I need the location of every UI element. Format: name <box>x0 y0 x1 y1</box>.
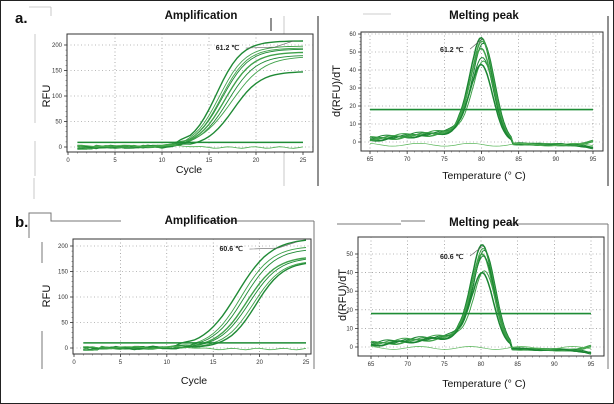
y-tick-label: 50 <box>349 50 356 56</box>
y-tick-label: 100 <box>58 295 69 301</box>
x-axis-label: Temperature (° C) <box>442 170 526 182</box>
y-tick-label: 20 <box>346 308 353 314</box>
x-tick-label: 95 <box>590 157 597 163</box>
x-tick-label: 75 <box>441 362 448 368</box>
x-tick-label: 25 <box>300 158 307 164</box>
y-tick-label: 50 <box>55 120 62 126</box>
chart-title: Amplification <box>165 10 238 22</box>
frame-lines-b <box>28 212 609 369</box>
y-tick-label: 200 <box>58 244 69 250</box>
annotation-label: 61.2 ℃ <box>440 46 464 54</box>
plot-area <box>66 33 314 153</box>
y-axis-label: d(RFU)/dT <box>337 269 349 321</box>
y-tick-label: 150 <box>52 69 63 75</box>
negative-control-curve <box>83 346 307 351</box>
x-tick-label: 80 <box>478 157 485 163</box>
x-tick-label: 85 <box>514 362 521 368</box>
y-tick-label: 0 <box>59 145 63 151</box>
y-tick-label: 50 <box>61 321 68 327</box>
x-tick-label: 95 <box>588 362 595 368</box>
chart-a-amp: Amplification Cycle RFU 0 5 10 15 20 25 0 50 100 150… <box>41 10 314 176</box>
x-tick-label: 10 <box>163 360 170 366</box>
negative-control-curve <box>77 144 304 149</box>
y-tick-label: 0 <box>65 346 69 352</box>
y-tick-label: 60 <box>349 32 356 38</box>
y-tick-label: 20 <box>349 104 356 110</box>
x-tick-label: 15 <box>210 360 217 366</box>
melt-curve <box>369 40 594 147</box>
annotation-leader <box>469 38 483 50</box>
panel-label-b: b. <box>15 214 28 231</box>
y-axis-label: RFU <box>41 285 53 308</box>
chart-b-melt: Melting peak Temperature (° C) d(RFU)/dT 65… <box>337 217 605 390</box>
y-tick-label: 30 <box>346 289 353 295</box>
x-tick-label: 90 <box>551 362 558 368</box>
x-tick-label: 5 <box>113 158 117 164</box>
x-tick-label: 25 <box>303 360 310 366</box>
series-group <box>370 244 592 355</box>
y-tick-label: 0 <box>353 140 357 146</box>
annotation-label: 61.2 ℃ <box>216 44 240 52</box>
x-tick-label: 80 <box>478 362 485 368</box>
x-tick-label: 65 <box>367 157 374 163</box>
x-tick-label: 20 <box>253 158 260 164</box>
divider-lines <box>270 16 609 186</box>
y-tick-label: 40 <box>349 68 356 74</box>
chart-title: Amplification <box>165 215 238 227</box>
y-tick-label: 10 <box>346 326 353 332</box>
negative-control-curve <box>370 346 592 350</box>
y-tick-label: 200 <box>52 43 63 49</box>
y-tick-label: 30 <box>349 86 356 92</box>
plot-area <box>360 31 604 152</box>
y-tick-label: 100 <box>52 94 63 100</box>
melt-curve <box>370 255 592 355</box>
annotation-label: 60.6 ℃ <box>440 253 464 261</box>
annotation-leader <box>245 40 294 49</box>
x-tick-label: 85 <box>515 157 522 163</box>
y-axis-label: d(RFU)/dT <box>331 65 343 117</box>
y-tick-label: 10 <box>349 122 356 128</box>
y-axis-label: RFU <box>41 85 53 108</box>
y-tick-label: 40 <box>346 271 353 277</box>
series-group <box>77 40 304 150</box>
x-tick-label: 10 <box>159 158 166 164</box>
chart-title: Melting peak <box>449 10 519 22</box>
x-tick-label: 0 <box>72 360 76 366</box>
panel-label-a: a. <box>15 10 28 27</box>
y-tick-label: 50 <box>346 252 353 258</box>
annotation-label: 60.6 ℃ <box>220 245 244 253</box>
x-axis-label: Temperature (° C) <box>442 378 526 390</box>
chart-a-melt: Melting peak Temperature (° C) d(RFU)/dT 65… <box>331 10 604 182</box>
x-axis-label: Cycle <box>176 164 202 176</box>
chart-b-amp: Amplification Cycle RFU 0 5 10 15 20 25 0 50 100 150… <box>41 215 312 387</box>
annotation-leader <box>249 241 297 250</box>
amplification-curve <box>83 257 307 351</box>
melt-curve <box>370 60 594 146</box>
negative-control-curve <box>369 142 594 147</box>
amplification-curve <box>77 55 304 150</box>
x-tick-label: 5 <box>119 360 123 366</box>
chart-title: Melting peak <box>449 217 519 229</box>
x-axis-label: Cycle <box>181 375 207 387</box>
x-tick-label: 65 <box>368 362 375 368</box>
x-tick-label: 90 <box>552 157 559 163</box>
x-tick-label: 70 <box>404 362 411 368</box>
series-group <box>83 239 307 351</box>
amplification-curve <box>77 47 304 150</box>
x-tick-label: 20 <box>256 360 263 366</box>
x-tick-label: 70 <box>404 157 411 163</box>
y-tick-label: 150 <box>58 270 69 276</box>
x-tick-label: 75 <box>441 157 448 163</box>
x-tick-label: 0 <box>66 158 70 164</box>
y-tick-label: 0 <box>350 345 354 351</box>
annotation-leader <box>469 245 484 257</box>
x-tick-label: 15 <box>206 158 213 164</box>
